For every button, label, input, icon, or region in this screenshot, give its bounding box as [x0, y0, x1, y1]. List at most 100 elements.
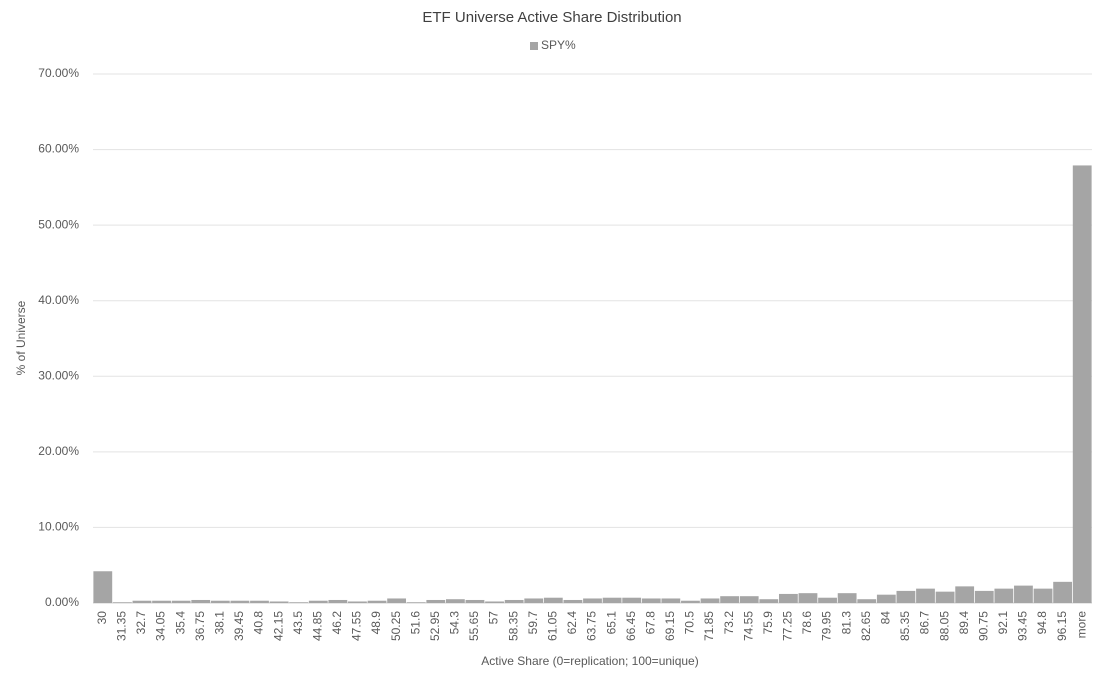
y-tick-label: 0.00% — [45, 595, 79, 609]
bar — [524, 598, 544, 603]
bar — [504, 599, 524, 603]
bar — [837, 593, 857, 603]
y-tick-label: 20.00% — [38, 444, 79, 458]
bar — [1053, 581, 1073, 603]
bar — [641, 598, 661, 603]
x-tick-label: 84 — [878, 611, 892, 625]
x-tick-label: 62.4 — [565, 611, 579, 635]
x-tick-label: 43.5 — [291, 611, 305, 635]
x-tick-label: 85.35 — [898, 611, 912, 641]
x-tick-label: 66.45 — [624, 611, 638, 641]
x-tick-label: 61.05 — [545, 611, 559, 641]
bar — [1014, 585, 1033, 603]
bar — [445, 599, 465, 603]
x-tick-label: 52.95 — [428, 611, 442, 641]
x-tick-label: 63.75 — [585, 611, 599, 641]
bar — [367, 600, 387, 603]
x-tick-label: 74.55 — [741, 611, 755, 641]
bar — [857, 599, 877, 603]
bar — [191, 599, 211, 603]
x-tick-label: 57 — [487, 611, 501, 625]
x-tick-label: 90.75 — [976, 611, 990, 641]
x-tick-label: 42.15 — [271, 611, 285, 641]
x-tick-label: 81.3 — [839, 611, 853, 635]
x-tick-label: 39.45 — [232, 611, 246, 641]
x-tick-label: 34.05 — [154, 611, 168, 641]
bar — [974, 590, 994, 603]
y-tick-label: 50.00% — [38, 217, 79, 231]
x-tick-label: 31.35 — [115, 611, 129, 641]
x-tick-label: 75.9 — [761, 611, 775, 635]
x-tick-label: 77.25 — [781, 611, 795, 641]
x-tick-label: 88.05 — [937, 611, 951, 641]
bar — [583, 598, 602, 603]
bar — [230, 600, 250, 603]
x-tick-label: 51.6 — [408, 611, 422, 635]
x-axis-title: Active Share (0=replication; 100=unique) — [481, 654, 698, 668]
x-tick-label: 96.15 — [1055, 611, 1069, 641]
x-tick-label: 35.4 — [173, 611, 187, 635]
bar — [1072, 165, 1092, 604]
bar — [739, 596, 759, 603]
bar — [759, 599, 779, 603]
x-tick-label: 40.8 — [252, 611, 266, 635]
legend-label: SPY% — [541, 38, 576, 52]
bar — [387, 598, 407, 603]
x-tick-label: 71.85 — [702, 611, 716, 641]
bar — [250, 600, 269, 603]
bar — [210, 600, 230, 603]
x-tick-label: 73.2 — [722, 611, 736, 635]
bar — [289, 602, 309, 603]
x-tick-label: 65.1 — [604, 611, 618, 635]
x-tick-label: 94.8 — [1035, 611, 1049, 635]
x-tick-label: 36.75 — [193, 611, 207, 641]
bar — [1033, 588, 1053, 603]
y-tick-label: 40.00% — [38, 293, 79, 307]
x-tick-label: 69.15 — [663, 611, 677, 641]
x-tick-label: 78.6 — [800, 611, 814, 635]
legend-swatch — [530, 42, 538, 50]
x-tick-label: 38.1 — [212, 611, 226, 635]
bar — [602, 597, 622, 603]
bar — [426, 599, 446, 603]
bar — [328, 599, 348, 603]
bar — [720, 596, 740, 603]
x-tick-label: 92.1 — [996, 611, 1010, 635]
x-tick-label: 50.25 — [389, 611, 403, 641]
x-tick-label: 46.2 — [330, 611, 344, 635]
x-tick-label: 47.55 — [350, 611, 364, 641]
x-tick-label: 30 — [95, 611, 109, 625]
bar — [661, 598, 681, 603]
y-axis-title: % of Universe — [14, 300, 28, 375]
bar — [152, 600, 171, 603]
bar — [132, 600, 152, 603]
bar — [935, 591, 955, 603]
x-tick-label: 44.85 — [310, 611, 324, 641]
x-tick-label: 79.95 — [820, 611, 834, 641]
bar — [896, 590, 916, 603]
bar — [994, 588, 1014, 603]
bar — [700, 598, 720, 603]
bar — [818, 597, 837, 603]
bar — [269, 601, 289, 603]
x-tick-label: 89.4 — [957, 611, 971, 635]
bar — [798, 593, 818, 603]
bar — [876, 594, 896, 603]
bar — [622, 597, 642, 603]
bar — [93, 571, 113, 603]
x-tick-label: 58.35 — [506, 611, 520, 641]
bar — [955, 586, 975, 603]
x-tick-label: 55.65 — [467, 611, 481, 641]
x-tick-label: 70.5 — [683, 611, 697, 635]
chart-title: ETF Universe Active Share Distribution — [422, 9, 681, 26]
bar — [543, 597, 563, 603]
x-tick-label: 48.9 — [369, 611, 383, 635]
x-tick-label: 54.3 — [448, 611, 462, 635]
x-tick-label: 67.8 — [643, 611, 657, 635]
y-tick-label: 10.00% — [38, 520, 79, 534]
y-tick-label: 30.00% — [38, 368, 79, 382]
y-tick-label: 60.00% — [38, 142, 79, 156]
bar — [778, 593, 798, 603]
bar — [563, 599, 583, 603]
